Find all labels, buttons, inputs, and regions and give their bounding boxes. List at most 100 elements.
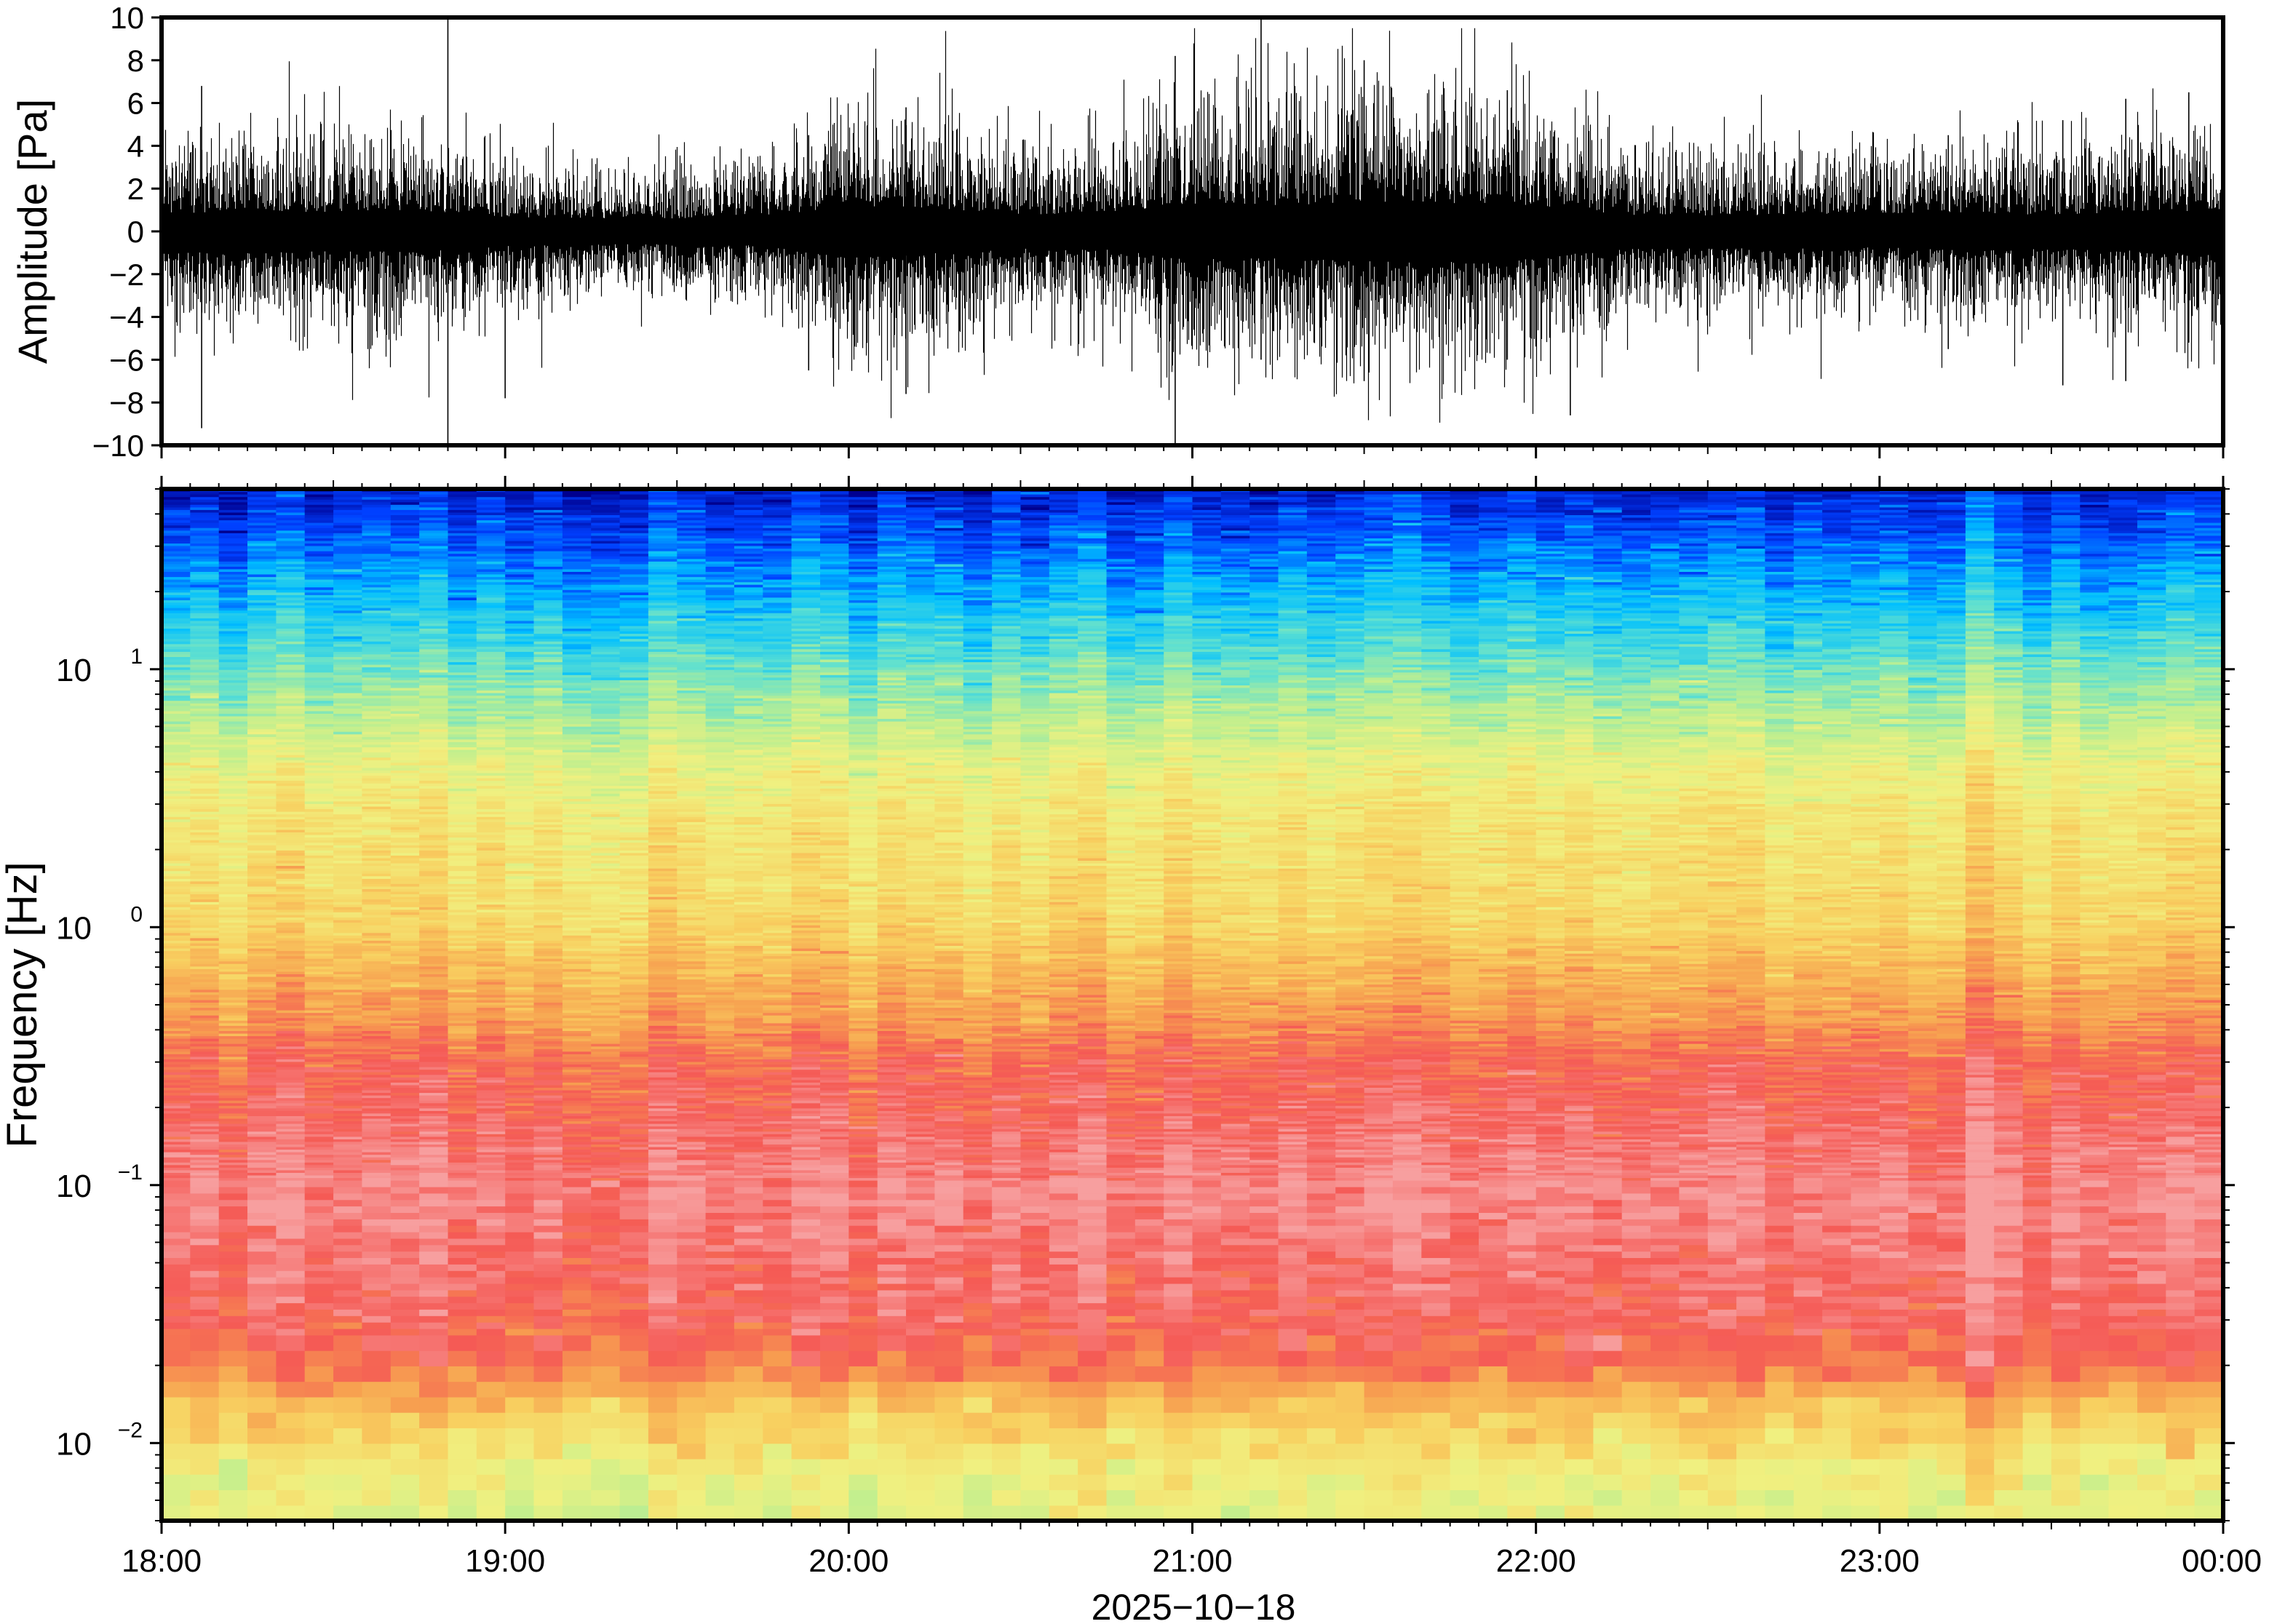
spectrogram-cell — [1249, 1105, 1279, 1109]
spectrogram-cell — [533, 1152, 563, 1155]
spectrogram-cell — [448, 1489, 477, 1506]
spectrogram-cell — [1535, 1251, 1565, 1258]
spectrogram-cell — [849, 1270, 878, 1278]
spectrogram-cell — [2194, 1123, 2224, 1127]
spectrogram-cell — [533, 1225, 563, 1233]
spectrogram-cell — [734, 1193, 763, 1201]
spectrogram-cell — [476, 1270, 506, 1278]
spectrogram-cell — [1851, 1322, 1880, 1329]
spectrogram-cell — [1593, 1100, 1623, 1104]
spectrogram-cell — [190, 1366, 220, 1382]
spectrogram-cell — [1936, 1458, 1966, 1475]
spectrogram-cell — [906, 1131, 935, 1134]
waveform-y-tick-label: 6 — [127, 87, 144, 121]
spectrogram-cell — [448, 1350, 477, 1366]
spectrogram-cell — [1851, 1474, 1880, 1491]
spectrogram-cell — [1621, 1100, 1651, 1104]
spectrogram-cell — [419, 1154, 448, 1158]
spectrogram-cell — [1908, 1322, 1938, 1329]
spectrogram-cell — [1650, 1225, 1680, 1233]
spectrogram-cell — [1134, 1212, 1164, 1219]
spectrogram-cell — [1134, 1136, 1164, 1139]
spectrogram-cell — [1908, 1277, 1938, 1284]
spectrogram-cell — [992, 1118, 1021, 1122]
spectrogram-cell — [2080, 1152, 2110, 1155]
spectrogram-cell — [2080, 1366, 2110, 1382]
spectrogram-cell — [1164, 1458, 1193, 1475]
spectrogram-cell — [162, 1474, 191, 1491]
spectrogram-cell — [1621, 1144, 1651, 1147]
spectrogram-cell — [2051, 1257, 2081, 1265]
spectrogram-cell — [1450, 1443, 1479, 1460]
spectrogram-cell — [1479, 1232, 1508, 1239]
spectrogram-cell — [1364, 1328, 1394, 1336]
spectrogram-cell — [2108, 1105, 2138, 1109]
spectrogram-cell — [1421, 1149, 1451, 1153]
spectrogram-cell — [849, 1199, 878, 1207]
spectrogram-cell — [705, 1141, 735, 1145]
spectrogram-cell — [2166, 1264, 2196, 1271]
spectrogram-cell — [1306, 1232, 1336, 1239]
spectrogram-cell — [1507, 1115, 1537, 1119]
spectrogram-cell — [2194, 1169, 2224, 1173]
spectrogram-cell — [963, 1149, 993, 1153]
spectrogram-cell — [162, 1270, 191, 1278]
spectrogram-cell — [218, 1315, 248, 1323]
spectrogram-cell — [763, 1309, 792, 1316]
spectrogram-cell — [934, 1322, 964, 1329]
spectrogram-cell — [1164, 1175, 1193, 1179]
spectrogram-cell — [448, 1157, 477, 1161]
spectrogram-cell — [218, 1350, 248, 1366]
spectrogram-cell — [2108, 1100, 2138, 1104]
spectrogram-cell — [505, 1175, 535, 1179]
spectrogram-cell — [247, 1199, 277, 1207]
spectrogram-cell — [1822, 1121, 1851, 1124]
spectrogram-cell — [276, 1219, 306, 1226]
spectrogram-cell — [1220, 1257, 1250, 1265]
spectrogram-cell — [734, 1283, 763, 1291]
spectrogram-cell — [1650, 1169, 1680, 1173]
spectrogram-cell — [1421, 1162, 1451, 1166]
spectrogram-cell — [2137, 1149, 2166, 1153]
spectrogram-cell — [247, 1152, 277, 1155]
spectrogram-cell — [2080, 1257, 2110, 1265]
spectrogram-cell — [1249, 1193, 1279, 1201]
spectrogram-cell — [877, 1159, 907, 1163]
spectrogram-cell — [419, 1474, 448, 1491]
spectrogram-cell — [333, 1126, 362, 1129]
spectrogram-cell — [1278, 1121, 1308, 1124]
spectrogram-cell — [1421, 1219, 1451, 1226]
spectrogram-cell — [1278, 1244, 1308, 1252]
spectrogram-cell — [1851, 1172, 1880, 1176]
spectrogram-cell — [2051, 1115, 2081, 1119]
spectrogram-cell — [734, 1129, 763, 1132]
spectrogram-cell — [820, 1289, 849, 1297]
spectrogram-cell — [1707, 1180, 1737, 1187]
spectrogram-cell — [1106, 1328, 1136, 1336]
spectrogram-cell — [1507, 1121, 1537, 1124]
spectrogram-cell — [906, 1123, 935, 1127]
spectrogram-cell — [1565, 1164, 1594, 1168]
spectrogram-cell — [505, 1107, 535, 1111]
spectrogram-cell — [849, 1097, 878, 1101]
spectrogram-cell — [1679, 1238, 1709, 1246]
spectrogram-cell — [1822, 1169, 1851, 1173]
spectrogram-cell — [1278, 1157, 1308, 1161]
spectrogram-cell — [763, 1157, 792, 1161]
spectrogram-cell — [1421, 1489, 1451, 1506]
spectrogram-cell — [1134, 1186, 1164, 1194]
spectrogram-cell — [1335, 1193, 1365, 1201]
spectrogram-cell — [906, 1212, 935, 1219]
spectrogram-cell — [390, 1302, 420, 1310]
spectrogram-cell — [1335, 1177, 1365, 1181]
spectrogram-cell — [877, 1107, 907, 1111]
spectrogram-cell — [1164, 1381, 1193, 1398]
spectrogram-cell — [276, 1097, 306, 1101]
spectrogram-cell — [218, 1126, 248, 1129]
spectrogram-cell — [1164, 1107, 1193, 1111]
spectrogram-cell — [1106, 1123, 1136, 1127]
spectrogram-cell — [1851, 1159, 1880, 1163]
spectrogram-cell — [1736, 1112, 1765, 1116]
spectrogram-cell — [1335, 1110, 1365, 1114]
spectrogram-cell — [877, 1458, 907, 1475]
